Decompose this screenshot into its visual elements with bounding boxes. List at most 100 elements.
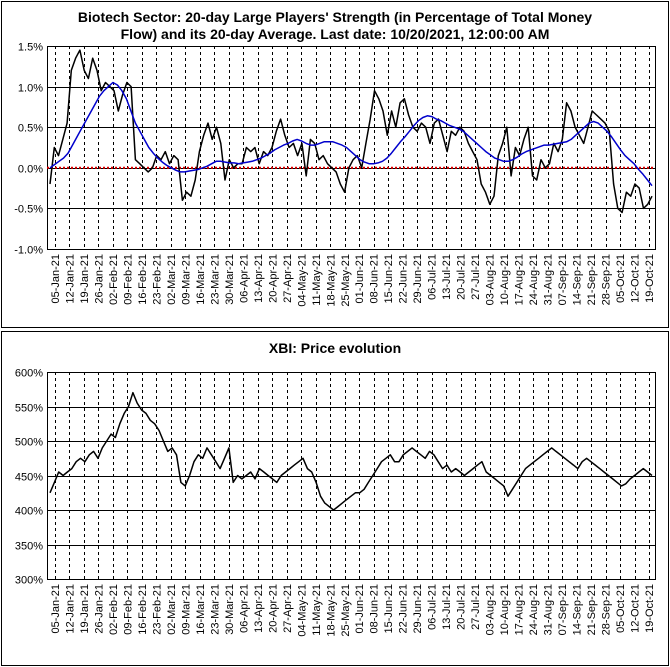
- chart-1-plot: -1.0% -0.5% 0.0% 0.5% 1.0% 1.5% 05-Jan-21 12-Ja…: [14, 42, 656, 307]
- x-tick-label: 06-Apr-21: [238, 254, 250, 303]
- x-tick-label: 29-Jun-21: [412, 254, 424, 304]
- x-tick-label: 03-Aug-21: [485, 254, 497, 305]
- x-tick-label: 16-Mar-21: [195, 254, 207, 305]
- y-tick-label: -1.0%: [14, 245, 43, 257]
- x-tick-label: 20-Apr-21: [267, 584, 279, 633]
- series-line-2: [49, 81, 653, 187]
- y-tick-label: 500%: [15, 437, 43, 449]
- x-tick-label: 28-Sep-21: [601, 584, 613, 635]
- x-tick-label: 24-Aug-21: [528, 254, 540, 305]
- x-tick-label: 14-Sep-21: [572, 254, 584, 305]
- x-tick-label: 01-Jun-21: [354, 584, 366, 634]
- x-tick-label: 20-Apr-21: [267, 254, 279, 303]
- x-tick-label: 26-Jan-21: [94, 584, 106, 634]
- x-tick-label: 30-Mar-21: [224, 254, 236, 305]
- x-tick-label: 14-Sep-21: [572, 584, 584, 635]
- x-tick-label: 13-Apr-21: [253, 254, 265, 303]
- y-tick-label: 300%: [15, 575, 43, 587]
- x-tick-label: 16-Mar-21: [195, 584, 207, 635]
- x-tick-label: 23-Feb-21: [151, 254, 163, 305]
- x-tick-label: 05-Jan-21: [50, 584, 62, 634]
- x-tick-label: 02-Mar-21: [166, 254, 178, 305]
- x-tick-label: 23-Mar-21: [209, 584, 221, 635]
- x-tick-label: 02-Mar-21: [166, 584, 178, 635]
- x-tick-label: 25-May-21: [340, 254, 352, 307]
- x-tick-label: 22-Jun-21: [398, 254, 410, 304]
- x-tick-label: 07-Sep-21: [557, 254, 569, 305]
- y-tick-label: 550%: [15, 403, 43, 415]
- plot-area-border: [47, 372, 656, 580]
- x-tick-label: 15-Jun-21: [383, 254, 395, 304]
- plot-area-border: [47, 46, 656, 250]
- x-tick-label: 20-Jul-21: [456, 584, 468, 630]
- chart-2-plot: 300% 350% 400% 450% 500% 550% 600% 05-Jan-21 12-…: [15, 368, 656, 637]
- chart-1-title-line-1: Biotech Sector: 20-day Large Players' St…: [78, 9, 592, 25]
- x-tick-label: 13-Jul-21: [441, 584, 453, 630]
- x-tick-label: 21-Sep-21: [586, 254, 598, 305]
- x-tick-label: 17-Aug-21: [514, 584, 526, 635]
- panel-1-frame: [1, 1, 669, 328]
- x-tick-label: 25-May-21: [340, 584, 352, 637]
- x-tick-label: 07-Sep-21: [557, 584, 569, 635]
- x-tick-label: 10-Aug-21: [499, 584, 511, 635]
- x-tick-label: 31-Aug-21: [543, 584, 555, 635]
- x-tick-label: 12-Oct-21: [630, 584, 642, 633]
- x-tick-label: 13-Jul-21: [441, 254, 453, 300]
- x-tick-label: 27-Jul-21: [470, 254, 482, 300]
- x-tick-label: 05-Oct-21: [615, 254, 627, 303]
- x-tick-label: 26-Jan-21: [94, 254, 106, 304]
- x-tick-label: 10-Aug-21: [499, 254, 511, 305]
- x-tick-label: 17-Aug-21: [514, 254, 526, 305]
- x-tick-label: 19-Oct-21: [644, 254, 656, 303]
- x-tick-label: 22-Jun-21: [398, 584, 410, 634]
- x-tick-label: 12-Jan-21: [65, 254, 77, 304]
- y-tick-label: 350%: [15, 541, 43, 553]
- x-tick-label: 09-Feb-21: [122, 584, 134, 635]
- x-tick-label: 24-Aug-21: [528, 584, 540, 635]
- y-tick-label: 400%: [15, 506, 43, 518]
- y-tick-label: 0.5%: [18, 123, 43, 135]
- x-tick-label: 09-Mar-21: [180, 584, 192, 635]
- x-tick-label: 27-Jul-21: [470, 584, 482, 630]
- x-tick-label: 15-Jun-21: [383, 584, 395, 634]
- x-tick-label: 20-Jul-21: [456, 254, 468, 300]
- x-tick-label: 30-Mar-21: [224, 584, 236, 635]
- series-line-1: [49, 391, 653, 511]
- x-tick-label: 27-Apr-21: [282, 584, 294, 633]
- x-tick-label: 06-Jul-21: [427, 584, 439, 630]
- x-tick-label: 01-Jun-21: [354, 254, 366, 304]
- x-tick-label: 04-May-21: [296, 254, 308, 307]
- x-tick-label: 16-Feb-21: [137, 254, 149, 305]
- x-tick-label: 05-Jan-21: [50, 254, 62, 304]
- x-tick-label: 13-Apr-21: [253, 584, 265, 633]
- x-tick-label: 04-May-21: [296, 584, 308, 637]
- x-tick-label: 18-May-21: [325, 584, 337, 637]
- x-tick-label: 02-Feb-21: [108, 254, 120, 305]
- y-tick-label: 1.5%: [18, 42, 43, 54]
- x-tick-label: 06-Apr-21: [238, 584, 250, 633]
- x-tick-label: 09-Feb-21: [122, 254, 134, 305]
- x-tick-label: 05-Oct-21: [615, 584, 627, 633]
- x-tick-label: 08-Jun-21: [369, 584, 381, 634]
- panel-2-frame: [1, 331, 669, 666]
- x-tick-label: 11-May-21: [311, 584, 323, 636]
- series-line-1: [49, 49, 653, 214]
- x-tick-label: 21-Sep-21: [586, 584, 598, 635]
- x-tick-label: 23-Feb-21: [151, 584, 163, 635]
- x-tick-label: 27-Apr-21: [282, 254, 294, 303]
- x-tick-label: 03-Aug-21: [485, 584, 497, 635]
- y-tick-label: 600%: [15, 368, 43, 380]
- x-tick-label: 19-Jan-21: [79, 254, 91, 304]
- x-tick-label: 06-Jul-21: [427, 254, 439, 300]
- chart-1-title-line-2: Flow) and its 20-day Average. Last date:…: [121, 26, 550, 42]
- x-tick-label: 11-May-21: [311, 254, 323, 306]
- x-tick-label: 19-Oct-21: [644, 584, 656, 633]
- x-tick-label: 31-Aug-21: [543, 254, 555, 305]
- x-tick-label: 29-Jun-21: [412, 584, 424, 634]
- y-tick-label: 450%: [15, 472, 43, 484]
- x-tick-label: 08-Jun-21: [369, 254, 381, 304]
- x-tick-label: 19-Jan-21: [79, 584, 91, 634]
- x-tick-label: 02-Feb-21: [108, 584, 120, 635]
